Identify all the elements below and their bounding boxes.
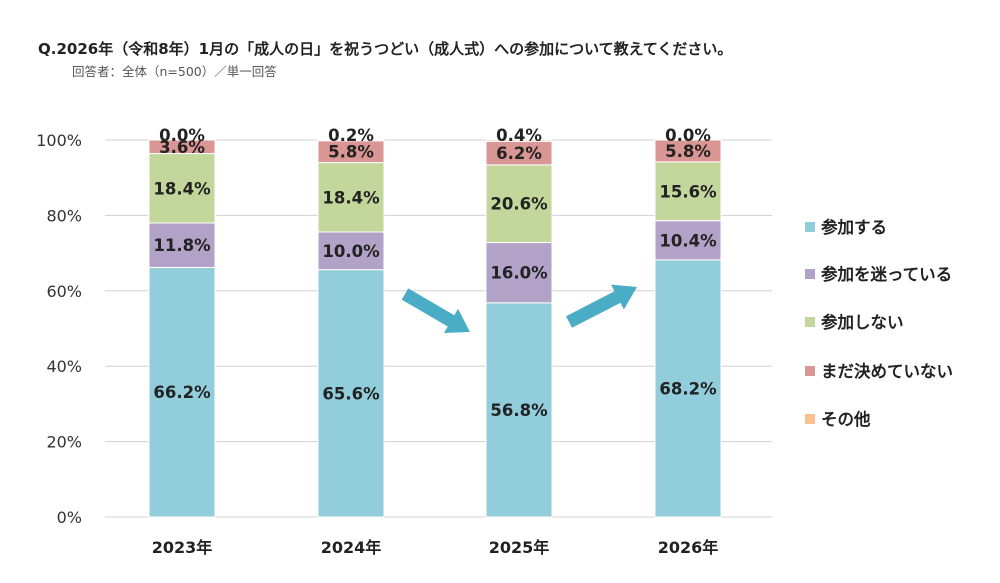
data-label: 11.8% xyxy=(153,236,211,255)
bar-segment xyxy=(317,139,385,142)
data-label: 0.0% xyxy=(665,126,711,145)
y-tick-label: 80% xyxy=(46,206,82,225)
legend-label: 参加しない xyxy=(821,312,904,332)
bar-segment xyxy=(317,269,385,518)
data-label: 5.8% xyxy=(665,142,711,161)
data-label: 16.0% xyxy=(490,264,548,283)
data-label: 18.4% xyxy=(153,179,211,198)
trend-arrow xyxy=(566,284,637,328)
bar-segment xyxy=(485,164,553,244)
x-tick-label: 2025年 xyxy=(489,538,550,557)
data-label: 10.4% xyxy=(659,231,717,250)
x-tick-label: 2024年 xyxy=(321,538,382,557)
data-label: 56.8% xyxy=(490,401,548,420)
data-label: 0.0% xyxy=(159,126,205,145)
x-tick-label: 2023年 xyxy=(152,538,213,557)
bar-segment xyxy=(654,259,722,518)
y-axis-ticks: 0% 20% 40% 60% 80% 100% xyxy=(36,131,82,527)
data-label: 6.2% xyxy=(496,144,542,163)
legend-label: 参加する xyxy=(821,217,887,237)
data-label: 20.6% xyxy=(490,195,548,214)
data-label: 3.6% xyxy=(159,138,205,157)
legend-label: まだ決めていない xyxy=(821,361,953,381)
legend-label: 参加を迷っている xyxy=(821,264,952,284)
trend-arrow xyxy=(401,288,470,333)
x-tick-label: 2026年 xyxy=(658,538,719,557)
legend-label: その他 xyxy=(821,409,871,429)
y-tick-label: 100% xyxy=(36,131,82,150)
x-axis-ticks: 2023年 2024年 2025年 2026年 xyxy=(152,538,719,557)
bar-segment xyxy=(654,220,722,261)
bar-segment xyxy=(654,139,722,163)
bar-segment xyxy=(485,139,553,143)
legend-swatch xyxy=(805,366,815,376)
legend-swatch xyxy=(805,414,815,424)
data-label: 18.4% xyxy=(322,188,380,207)
bar-segment xyxy=(654,161,722,222)
legend-swatch xyxy=(805,317,815,327)
y-tick-label: 0% xyxy=(57,508,82,527)
y-tick-label: 20% xyxy=(46,433,82,452)
data-label: 66.2% xyxy=(153,383,211,402)
chart-title: Q.2026年（令和8年）1月の「成人の日」を祝うつどい（成人式）への参加につい… xyxy=(38,40,733,58)
data-label: 65.6% xyxy=(322,384,380,403)
bar-segment xyxy=(485,242,553,304)
data-label: 5.8% xyxy=(328,143,374,162)
data-label: 0.4% xyxy=(496,126,542,145)
trend-arrows xyxy=(401,284,637,333)
data-labels: 66.2%11.8%18.4%3.6%0.0%65.6%10.0%18.4%5.… xyxy=(153,126,717,420)
data-label: 15.6% xyxy=(659,182,717,201)
y-tick-label: 60% xyxy=(46,282,82,301)
bar-segment xyxy=(148,266,216,518)
y-tick-label: 40% xyxy=(46,357,82,376)
data-label: 0.2% xyxy=(328,126,374,145)
data-label: 68.2% xyxy=(659,379,717,398)
data-label: 10.0% xyxy=(322,242,380,261)
legend-swatch xyxy=(805,222,815,232)
chart-subtitle: 回答者：全体（n=500）／単一回答 xyxy=(72,64,277,79)
bars xyxy=(148,139,722,518)
bar-segment xyxy=(148,139,216,155)
legend-swatch xyxy=(805,269,815,279)
